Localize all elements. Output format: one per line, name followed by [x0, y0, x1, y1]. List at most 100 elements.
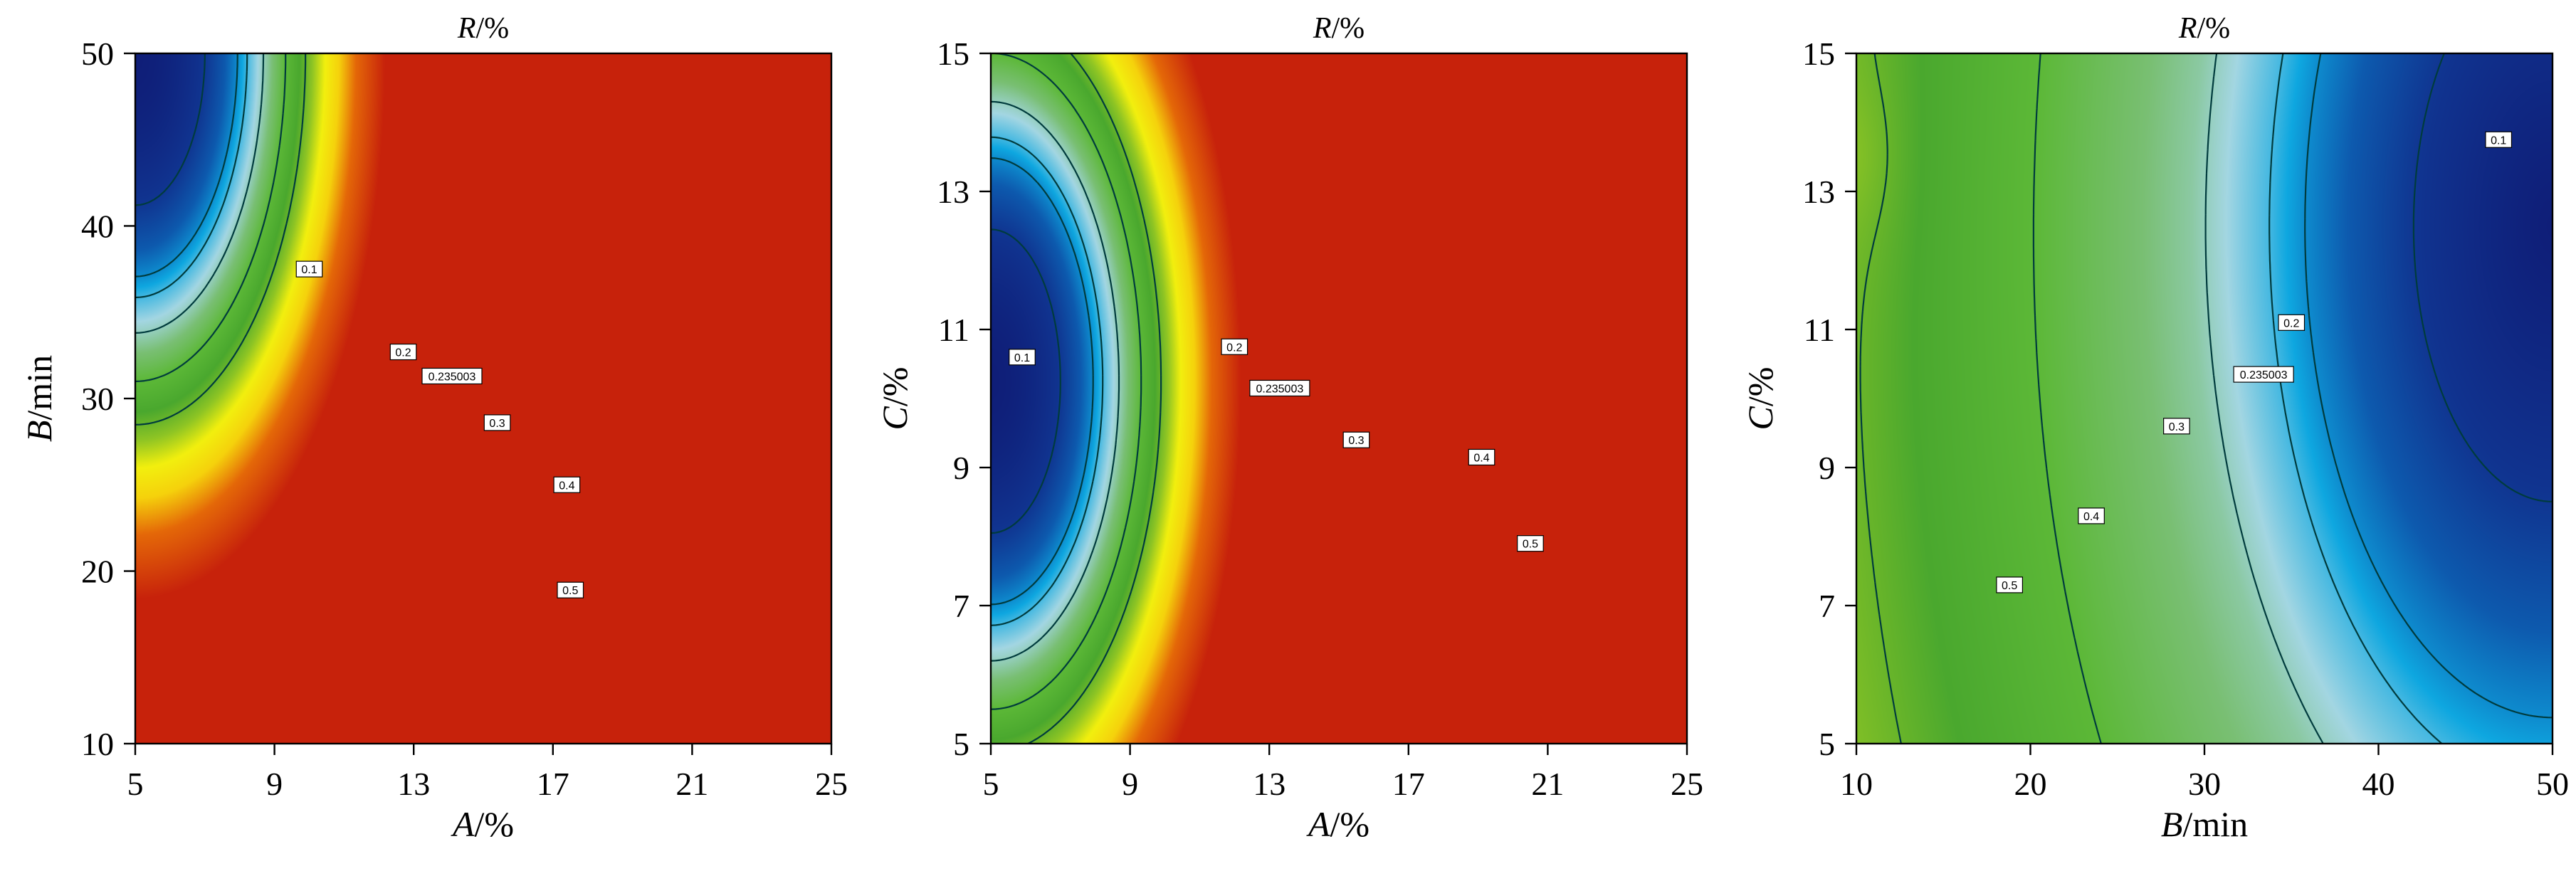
x-tick-label: 5	[983, 766, 999, 802]
contour-label: 0.4	[553, 476, 581, 493]
contour-label: 0.3	[483, 414, 511, 431]
y-tick-label: 5	[953, 726, 969, 762]
contour-label: 0.235003	[1249, 379, 1310, 397]
svg-text:0.235003: 0.235003	[1256, 383, 1304, 395]
contour-label: 0.235003	[2233, 366, 2294, 383]
svg-text:0.2: 0.2	[395, 347, 411, 359]
y-tick-label: 5	[1819, 726, 1835, 762]
contour-label: 0.5	[1996, 576, 2024, 593]
contour-line	[135, 53, 206, 206]
contour-line	[991, 53, 1142, 710]
heatmap-surface	[991, 53, 1687, 744]
contour-line	[991, 157, 1094, 606]
y-tick-label: 20	[81, 554, 114, 590]
contours	[991, 53, 1162, 744]
svg-text:0.3: 0.3	[1348, 435, 1364, 447]
contour-line	[135, 53, 248, 299]
svg-text:0.3: 0.3	[489, 418, 505, 430]
contour-line	[2032, 53, 2102, 744]
chart-title: R/%	[1313, 12, 1365, 45]
y-tick-label: 11	[938, 312, 969, 348]
svg-text:0.1: 0.1	[1014, 352, 1030, 364]
y-tick-label: 9	[953, 450, 969, 486]
x-tick-label: 13	[397, 766, 430, 802]
contour-label: 0.3	[2163, 418, 2190, 435]
y-axis-label: C/%	[1740, 367, 1780, 431]
svg-text:0.4: 0.4	[1473, 452, 1489, 464]
chart-title: R/%	[457, 12, 509, 45]
contour-label: 0.1	[295, 260, 323, 278]
contours	[1859, 53, 2553, 744]
svg-text:0.235003: 0.235003	[429, 371, 476, 383]
x-tick-label: 17	[1392, 766, 1425, 802]
svg-text:0.1: 0.1	[2491, 134, 2506, 147]
svg-text:0.235003: 0.235003	[2240, 369, 2288, 381]
contour-line	[1859, 53, 1902, 744]
x-tick-label: 21	[675, 766, 708, 802]
x-tick-label: 10	[1840, 766, 1873, 802]
contour-label: 0.4	[1468, 448, 1495, 466]
y-tick-label: 9	[1819, 450, 1835, 486]
contour-label: 0.2	[2278, 314, 2306, 331]
x-tick-label: 13	[1253, 766, 1286, 802]
contour-line	[991, 136, 1104, 626]
svg-text:0.2: 0.2	[2283, 317, 2299, 329]
y-tick-label: 13	[1802, 174, 1835, 210]
contour-line	[2269, 53, 2443, 744]
svg-text:0.4: 0.4	[2083, 511, 2099, 523]
y-axis-label: B/min	[19, 355, 59, 442]
svg-text:0.5: 0.5	[562, 585, 578, 597]
y-tick-label: 10	[81, 726, 114, 762]
svg-text:0.3: 0.3	[2169, 421, 2185, 433]
contour-line	[1027, 53, 1162, 744]
plot-frame	[989, 52, 1688, 745]
contour-label: 0.235003	[421, 367, 483, 385]
contour-label: 0.5	[557, 581, 584, 598]
heatmap-surface	[135, 53, 831, 744]
x-tick-label: 21	[1531, 766, 1564, 802]
contour-label: 0.4	[2078, 507, 2105, 524]
svg-text:0.5: 0.5	[1523, 539, 1538, 551]
x-tick-label: 20	[2014, 766, 2047, 802]
contour-line	[135, 53, 287, 383]
contour-label: 0.2	[389, 343, 417, 361]
chart-title: R/%	[2178, 12, 2230, 45]
contour-line	[135, 53, 307, 426]
y-tick-label: 7	[953, 588, 969, 624]
contour-line	[991, 100, 1120, 662]
panel-1: 0.1 0.2 0.235003 0.3 0.4 0.5 5 9 13 17 21 25 10 20 30 4…	[19, 12, 848, 844]
svg-text:0.2: 0.2	[1226, 342, 1242, 354]
x-tick-label: 9	[266, 766, 283, 802]
y-axis-label: C/%	[875, 367, 915, 431]
x-tick-label: 50	[2536, 766, 2569, 802]
x-tick-label: 25	[1671, 766, 1703, 802]
x-tick-label: 17	[537, 766, 569, 802]
svg-text:0.1: 0.1	[301, 264, 317, 276]
svg-text:0.4: 0.4	[559, 480, 574, 492]
x-axis-label: A/%	[1306, 804, 1370, 844]
y-tick-label: 50	[81, 36, 114, 72]
x-tick-label: 40	[2362, 766, 2395, 802]
x-tick-label: 5	[127, 766, 144, 802]
contour-label: 0.3	[1342, 431, 1370, 448]
y-tick-label: 11	[1804, 312, 1835, 348]
contour-label: 0.1	[1009, 349, 1036, 366]
y-tick-label: 13	[937, 174, 969, 210]
y-tick-label: 30	[81, 381, 114, 417]
contour-label: 0.1	[2485, 131, 2513, 148]
contour-label: 0.5	[1517, 535, 1544, 552]
x-axis-label: A/%	[451, 804, 514, 844]
contours	[135, 53, 307, 426]
contour-line	[135, 53, 238, 278]
x-axis-label: B/min	[2161, 804, 2248, 844]
x-tick-label: 30	[2188, 766, 2221, 802]
contour-line	[991, 228, 1061, 534]
y-tick-label: 7	[1819, 588, 1835, 624]
contour-line	[2204, 53, 2324, 744]
contour-line	[135, 53, 265, 334]
contour-line	[2304, 53, 2553, 719]
y-tick-label: 40	[81, 209, 114, 245]
panel-3: 0.1 0.2 0.235003 0.3 0.4 0.5 10 20 30 40 50 5 7 9 11 13…	[1740, 12, 2569, 844]
x-tick-label: 25	[815, 766, 848, 802]
